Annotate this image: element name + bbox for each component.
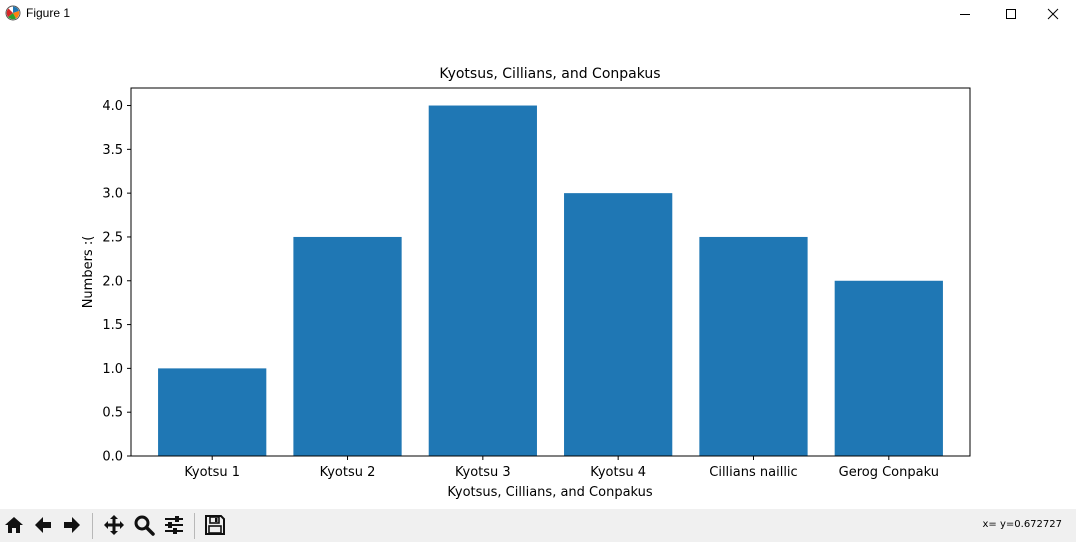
maximize-button[interactable]: [988, 0, 1034, 28]
navigation-toolbar: x= y=0.672727: [0, 509, 1076, 542]
y-tick-label: 1.5: [102, 318, 123, 333]
back-button[interactable]: [29, 511, 57, 539]
home-icon: [5, 517, 23, 533]
x-axis-label: Kyotsus, Cillians, and Conpakus: [447, 485, 653, 500]
bar: [428, 105, 537, 457]
x-axis-ticks: Kyotsu 1 Kyotsu 2 Kyotsu 3 Kyotsu 4 Cillians…: [184, 456, 939, 480]
y-axis-ticks: 0.0 0.5 1.0 1.5 2.0 2.5 3.0 3.5 4.0: [102, 99, 131, 465]
cursor-coordinates-readout: x= y=0.672727: [982, 519, 1063, 530]
bar: [834, 280, 943, 456]
save-button[interactable]: [201, 511, 229, 539]
minimize-button[interactable]: [942, 0, 988, 28]
save-floppy-icon: [205, 515, 225, 535]
bar: [293, 236, 402, 456]
zoom-button[interactable]: [130, 511, 158, 539]
close-button[interactable]: [1030, 0, 1076, 28]
bar-chart: Kyotsus, Cillians, and Conpakus 0.0 0.5 1.…: [81, 66, 971, 500]
x-tick-label: Gerog Conpaku: [839, 465, 939, 480]
pan-button[interactable]: [100, 511, 128, 539]
y-tick-label: 3.5: [102, 143, 123, 158]
x-tick-label: Kyotsu 3: [455, 465, 511, 480]
y-tick-label: 2.5: [102, 230, 123, 245]
subplots-button[interactable]: [160, 511, 188, 539]
toolbar-separator: [92, 513, 93, 539]
y-tick-label: 1.0: [102, 362, 123, 377]
y-tick-label: 4.0: [102, 99, 123, 114]
y-tick-label: 3.0: [102, 187, 123, 202]
window-title: Figure 1: [26, 6, 71, 20]
y-axis-label: Numbers :(: [81, 236, 96, 309]
x-tick-label: Kyotsu 4: [590, 465, 646, 480]
figure-canvas[interactable]: Kyotsus, Cillians, and Conpakus 0.0 0.5 1.…: [0, 28, 1076, 509]
plot-frame: [130, 87, 971, 457]
bars-layer: [158, 105, 943, 457]
home-button[interactable]: [0, 511, 28, 539]
x-tick-label: Kyotsu 1: [184, 465, 240, 480]
chart-title: Kyotsus, Cillians, and Conpakus: [439, 66, 660, 82]
forward-arrow-icon: [64, 517, 80, 533]
pan-move-icon: [104, 515, 124, 535]
forward-button[interactable]: [58, 511, 86, 539]
bar: [158, 368, 267, 456]
matplotlib-logo-icon: [5, 5, 21, 21]
zoom-magnifier-icon: [134, 515, 155, 536]
x-tick-label: Kyotsu 2: [320, 465, 376, 480]
maximize-icon: [1006, 9, 1016, 19]
y-tick-label: 0.5: [102, 406, 123, 421]
close-icon: [1047, 8, 1059, 20]
minimize-icon: [960, 14, 970, 15]
toolbar-separator: [194, 513, 195, 539]
window-titlebar: Figure 1: [0, 0, 1076, 28]
subplots-sliders-icon: [165, 516, 183, 534]
y-tick-label: 0.0: [102, 450, 123, 465]
bar: [564, 193, 673, 456]
y-tick-label: 2.0: [102, 274, 123, 289]
back-arrow-icon: [35, 517, 51, 533]
x-tick-label: Cillians naillic: [709, 465, 797, 480]
bar: [699, 236, 808, 456]
